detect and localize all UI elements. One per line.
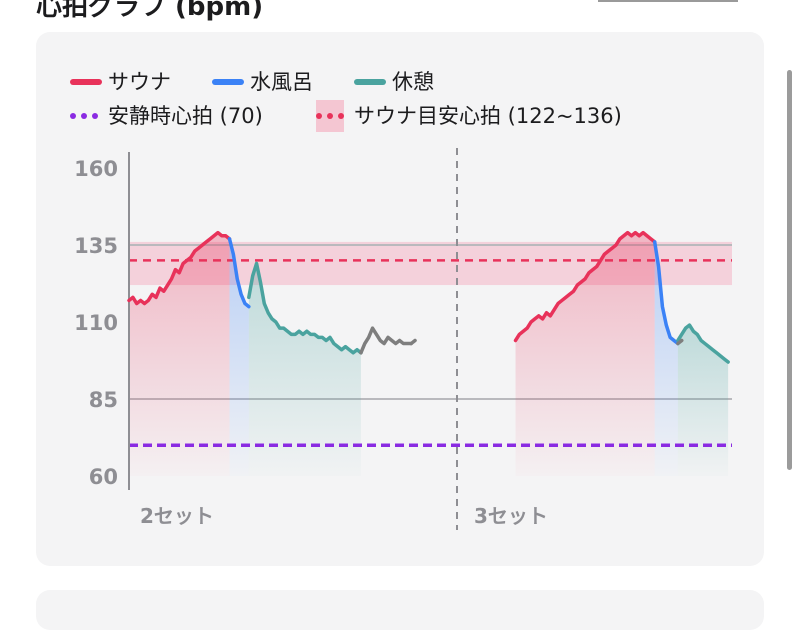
y-tick-110: 110 xyxy=(74,311,118,335)
area-2-1 xyxy=(677,325,729,476)
area-0-1 xyxy=(515,232,655,476)
y-tick-160: 160 xyxy=(74,157,118,181)
legend-swatch-cold-bath xyxy=(212,79,244,85)
page-title: 心拍グラフ (bpm) xyxy=(36,0,264,22)
series-line-サウナ-0 xyxy=(127,230,232,306)
scrollbar[interactable] xyxy=(787,70,792,470)
legend-label-resting-hr: 安静時心拍 (70) xyxy=(108,104,263,128)
set-label-3: 3セット xyxy=(474,504,548,528)
heart-rate-chart: 160 135 110 85 60 2セット 3セット xyxy=(74,148,732,530)
series-line-gap-1 xyxy=(409,338,417,346)
legend-swatch-rest xyxy=(354,79,386,85)
series-line-水風呂-1 xyxy=(652,240,680,346)
legend-label-sauna: サウナ xyxy=(108,70,171,94)
y-tick-60: 60 xyxy=(89,465,118,489)
legend-label-target-hr: サウナ目安心拍 (122~136) xyxy=(354,104,622,128)
header-link[interactable] xyxy=(598,0,738,2)
series-line-休憩-1 xyxy=(676,323,730,364)
set-label-2: 2セット xyxy=(140,504,214,528)
y-tick-135: 135 xyxy=(74,234,118,258)
series-line-休憩-0 xyxy=(247,261,363,355)
legend-swatch-sauna xyxy=(70,79,102,85)
area-0-0 xyxy=(129,232,230,476)
legend-label-rest: 休憩 xyxy=(392,70,434,94)
series-line-サウナ-1 xyxy=(513,230,657,343)
series-line-水風呂-0 xyxy=(227,237,251,309)
series-line-gap-0 xyxy=(359,326,413,355)
area-2-0 xyxy=(248,263,361,476)
series-line-gap-2 xyxy=(676,338,684,346)
y-tick-85: 85 xyxy=(89,388,118,412)
legend-label-cold-bath: 水風呂 xyxy=(250,70,313,94)
legend-swatch-resting-hr xyxy=(70,113,76,119)
area-1-0 xyxy=(229,238,249,476)
